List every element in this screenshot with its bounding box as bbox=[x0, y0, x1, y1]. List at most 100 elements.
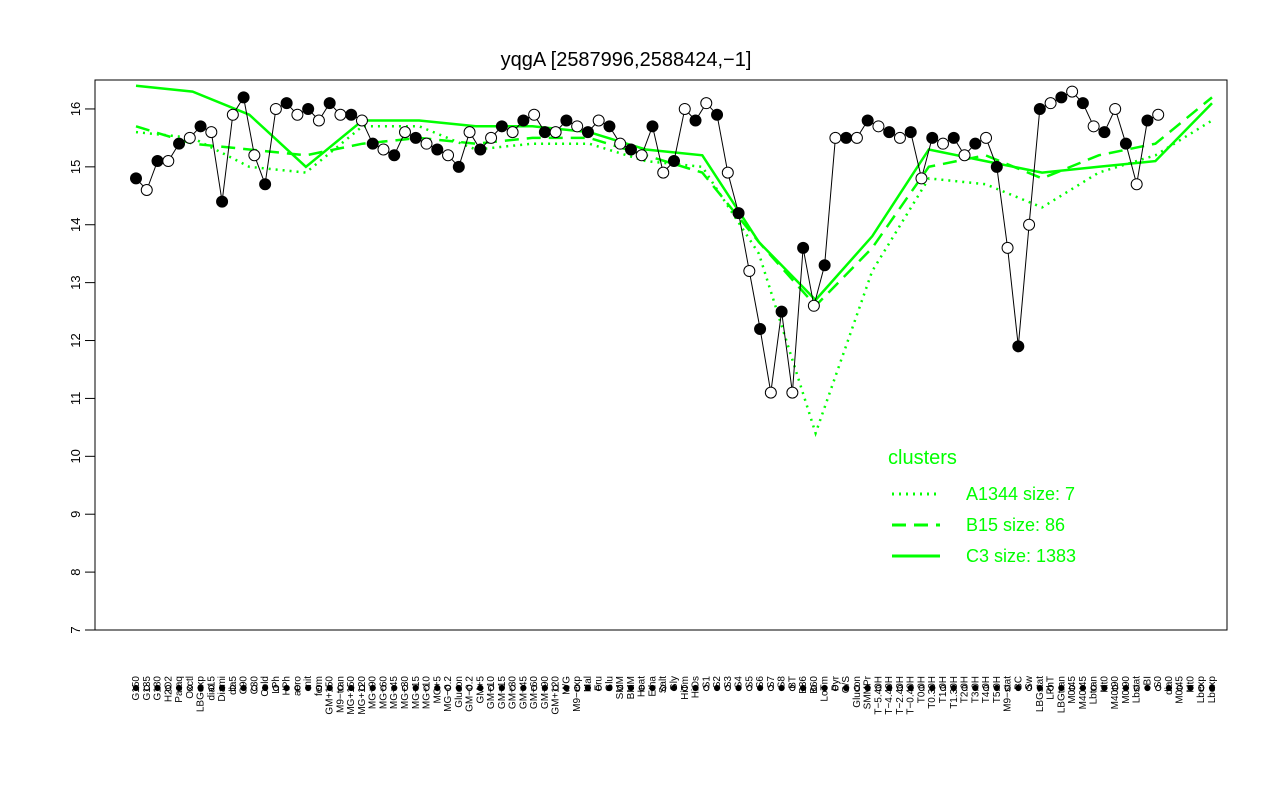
x-tick-label-59: S7 bbox=[766, 676, 777, 689]
x-tick-label-0: G150 bbox=[131, 676, 142, 701]
x-marker-56 bbox=[735, 684, 742, 692]
data-point-29 bbox=[442, 149, 455, 162]
x-marker-40 bbox=[563, 684, 570, 692]
x-marker-53 bbox=[703, 684, 710, 692]
data-point-57 bbox=[743, 265, 756, 278]
data-point-34 bbox=[495, 120, 508, 133]
x-marker-45 bbox=[617, 684, 624, 692]
x-marker-62 bbox=[800, 684, 807, 692]
data-point-81 bbox=[1001, 241, 1014, 254]
x-tick-label-38: GM+90 bbox=[540, 676, 551, 710]
x-marker-12 bbox=[262, 684, 269, 692]
x-marker-57 bbox=[746, 684, 753, 692]
x-marker-61 bbox=[789, 684, 796, 692]
x-marker-9 bbox=[229, 684, 236, 692]
data-point-27 bbox=[420, 137, 433, 150]
x-marker-39 bbox=[552, 684, 559, 692]
x-marker-44 bbox=[606, 684, 613, 692]
data-point-43 bbox=[592, 114, 605, 127]
data-point-2 bbox=[151, 155, 164, 168]
x-tick-label-25: MG+30 bbox=[400, 676, 411, 710]
data-point-9 bbox=[226, 108, 239, 121]
x-tick-label-41: M9−exp bbox=[572, 676, 583, 712]
x-tick-label-8: Diami bbox=[217, 676, 228, 702]
x-tick-label-24: MG+45 bbox=[389, 676, 400, 710]
x-marker-87 bbox=[1069, 684, 1076, 692]
data-point-88 bbox=[1076, 97, 1089, 110]
x-marker-77 bbox=[961, 684, 968, 692]
data-point-61 bbox=[786, 386, 799, 399]
data-point-44 bbox=[603, 120, 616, 133]
data-points bbox=[130, 85, 1165, 399]
data-point-41 bbox=[571, 120, 584, 133]
data-point-52 bbox=[689, 114, 702, 127]
data-point-56 bbox=[732, 207, 745, 220]
legend-title: clusters bbox=[888, 447, 957, 469]
x-tick-label-85: LPhT bbox=[1046, 676, 1057, 700]
x-tick-label-18: GM+150 bbox=[325, 676, 336, 715]
x-marker-10 bbox=[240, 684, 247, 692]
x-tick-label-79: T4.0H bbox=[981, 676, 992, 703]
x-marker-17 bbox=[315, 684, 323, 692]
plot-frame bbox=[94, 79, 1228, 631]
data-point-78 bbox=[969, 137, 982, 150]
x-tick-label-51: HiTm bbox=[680, 676, 691, 700]
x-marker-72 bbox=[907, 684, 914, 692]
data-point-54 bbox=[711, 108, 724, 121]
y-tick-label-9: 16 bbox=[68, 102, 83, 116]
x-tick-label-27: MG+10 bbox=[422, 676, 433, 710]
x-tick-label-33: GM+10 bbox=[486, 676, 497, 710]
x-marker-2 bbox=[154, 684, 161, 692]
x-marker-0 bbox=[132, 684, 140, 692]
data-point-50 bbox=[668, 155, 680, 168]
x-tick-label-73: T0.0H bbox=[916, 676, 927, 703]
data-point-84 bbox=[1033, 102, 1046, 115]
data-point-4 bbox=[173, 137, 186, 150]
data-point-32 bbox=[474, 143, 487, 156]
x-tick-label-3: H2O2 bbox=[163, 676, 174, 703]
data-point-58 bbox=[754, 322, 767, 335]
x-tick-label-46: BMM bbox=[626, 676, 637, 699]
data-point-18 bbox=[323, 97, 336, 110]
x-tick-label-100: Lbexp bbox=[1207, 676, 1218, 704]
series-line-0 bbox=[135, 119, 1213, 438]
x-marker-15 bbox=[294, 684, 301, 692]
data-point-77 bbox=[958, 149, 971, 162]
x-marker-100 bbox=[1208, 684, 1216, 692]
data-point-14 bbox=[280, 97, 293, 110]
data-point-23 bbox=[377, 143, 390, 156]
x-marker-54 bbox=[713, 684, 721, 692]
x-marker-63 bbox=[810, 684, 817, 692]
y-tick-label-7: 14 bbox=[68, 218, 83, 232]
x-tick-label-45: SMM bbox=[615, 676, 626, 699]
legend-entry-0: A1344 size: 7 bbox=[966, 484, 1075, 504]
x-marker-13 bbox=[272, 684, 279, 692]
x-tick-label-1: G135 bbox=[142, 676, 153, 701]
x-marker-7 bbox=[208, 684, 215, 692]
x-tick-label-10: C90 bbox=[239, 676, 250, 695]
data-point-67 bbox=[850, 131, 863, 144]
data-point-91 bbox=[1109, 102, 1122, 115]
x-tick-label-77: T2.0H bbox=[960, 676, 971, 703]
x-marker-29 bbox=[444, 684, 452, 692]
x-tick-label-52: HiOs bbox=[691, 676, 702, 698]
x-tick-label-36: GM+45 bbox=[518, 676, 529, 710]
data-point-10 bbox=[237, 91, 250, 104]
x-tick-label-64: LoTm bbox=[820, 676, 831, 702]
data-point-63 bbox=[807, 299, 820, 312]
x-marker-86 bbox=[1058, 684, 1065, 692]
series-line-1 bbox=[135, 96, 1213, 308]
data-point-49 bbox=[657, 166, 670, 179]
data-point-94 bbox=[1141, 114, 1154, 127]
legend-entry-1: B15 size: 86 bbox=[966, 515, 1065, 535]
data-point-20 bbox=[345, 108, 358, 121]
x-tick-label-62: B36 bbox=[798, 676, 809, 694]
y-tick-label-3: 10 bbox=[68, 449, 83, 463]
x-axis: G150 G135 G180 H2O2 Paraq Oxctl LBGexp dia15 Dia… bbox=[131, 675, 1218, 714]
x-tick-label-67: Glucon bbox=[852, 676, 863, 708]
x-tick-label-28: MG+5 bbox=[432, 676, 443, 704]
x-tick-label-94: BI bbox=[1142, 676, 1153, 685]
data-point-92 bbox=[1119, 137, 1132, 150]
data-point-35 bbox=[506, 126, 519, 139]
